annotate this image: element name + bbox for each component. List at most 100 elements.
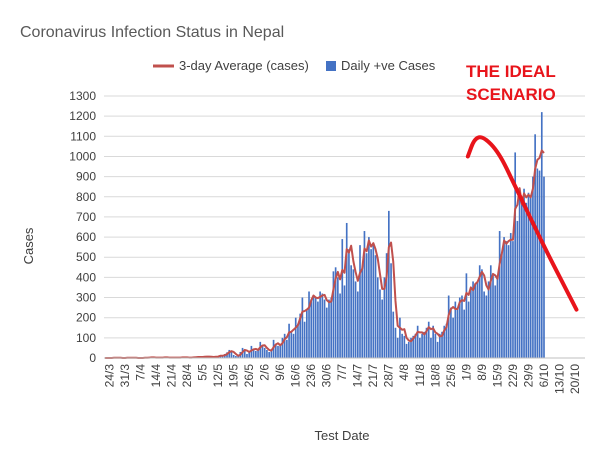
x-tick-label: 23/6	[304, 364, 318, 388]
x-tick-label: 5/5	[196, 364, 210, 381]
daily-case-bar	[507, 245, 510, 358]
x-tick-label: 14/4	[149, 364, 163, 388]
daily-case-bar	[237, 356, 239, 358]
daily-case-bar	[255, 350, 257, 358]
annotation-line-2: SCENARIO	[466, 85, 556, 104]
daily-case-bar	[345, 222, 348, 358]
daily-case-bar	[532, 176, 534, 358]
daily-case-bar	[317, 301, 319, 358]
daily-case-bar	[401, 333, 403, 358]
daily-case-bar	[235, 355, 237, 358]
daily-case-bar	[259, 341, 262, 358]
y-tick-label: 1200	[69, 109, 96, 123]
daily-case-bar	[376, 277, 379, 358]
y-tick-label: 1300	[69, 89, 96, 103]
daily-case-bar	[465, 273, 468, 358]
daily-case-bar	[494, 285, 497, 358]
daily-case-bar	[443, 325, 446, 358]
daily-case-bar	[427, 321, 430, 358]
daily-case-bar	[332, 271, 335, 358]
daily-case-bar	[356, 291, 359, 358]
daily-case-bar	[370, 249, 372, 358]
daily-case-bar	[521, 200, 523, 358]
daily-case-bar	[412, 335, 415, 358]
daily-case-bar	[292, 333, 295, 358]
legend-label-average: 3-day Average (cases)	[179, 58, 309, 73]
daily-case-bar	[487, 281, 490, 358]
daily-case-bar	[363, 231, 366, 358]
x-tick-label: 14/7	[351, 364, 365, 388]
daily-case-bar	[527, 192, 530, 358]
daily-case-bar	[438, 333, 441, 358]
x-tick-label: 28/7	[382, 364, 396, 388]
daily-case-bar	[352, 269, 355, 358]
daily-case-bar	[496, 275, 499, 358]
daily-case-bar	[452, 317, 454, 358]
daily-case-bar	[252, 349, 255, 358]
daily-case-bar	[270, 349, 273, 358]
daily-case-bar	[354, 281, 357, 358]
daily-case-bar	[458, 297, 461, 358]
x-tick-label: 16/6	[289, 364, 303, 388]
daily-case-bar	[478, 265, 481, 358]
daily-case-bar	[472, 281, 474, 358]
daily-case-bar	[372, 243, 375, 358]
daily-case-bar	[379, 289, 381, 358]
daily-case-bar	[516, 220, 519, 358]
daily-case-bar	[474, 283, 477, 358]
legend-label-daily: Daily +ve Cases	[341, 58, 436, 73]
daily-case-bar	[339, 293, 341, 358]
daily-case-bar	[503, 237, 505, 358]
daily-case-bar	[286, 339, 288, 358]
daily-case-bar	[263, 347, 266, 358]
x-tick-label: 13/10	[552, 364, 566, 394]
daily-case-bar	[483, 291, 485, 358]
daily-case-bar	[492, 275, 494, 358]
daily-case-bar	[423, 331, 426, 358]
x-tick-label: 8/9	[475, 364, 489, 381]
x-tick-label: 30/6	[320, 364, 334, 388]
x-tick-label: 6/10	[537, 364, 551, 388]
daily-case-bar	[246, 353, 248, 358]
y-tick-label: 900	[76, 170, 96, 184]
daily-case-bar	[228, 349, 231, 358]
daily-case-bar	[410, 337, 412, 358]
daily-case-bar	[221, 356, 224, 358]
x-tick-label: 11/8	[413, 364, 427, 387]
daily-case-bar	[489, 265, 492, 358]
y-tick-label: 1000	[69, 149, 96, 163]
daily-case-bar	[250, 345, 253, 358]
legend: 3-day Average (cases) Daily +ve Cases	[153, 58, 436, 73]
daily-case-bar	[248, 351, 251, 358]
daily-case-bar	[257, 348, 259, 358]
x-tick-labels: 24/3 31/3 7/4 14/4 21/4 28/4 5/5 12/5 19/5 26/5 2/…	[102, 364, 581, 394]
daily-case-bar	[467, 301, 470, 358]
x-tick-label: 28/4	[180, 364, 194, 388]
daily-case-bar	[445, 323, 448, 358]
x-tick-label: 24/3	[102, 364, 116, 388]
gridlines	[104, 95, 585, 339]
y-tick-label: 200	[76, 311, 96, 325]
x-tick-label: 22/9	[506, 364, 520, 388]
y-tick-label: 400	[76, 270, 96, 284]
daily-case-bar	[261, 345, 264, 358]
daily-case-bar	[463, 309, 466, 358]
y-axis-label: Cases	[21, 227, 36, 264]
x-tick-label: 20/10	[568, 364, 582, 394]
y-tick-label: 1100	[70, 129, 96, 143]
x-tick-label: 19/5	[227, 364, 241, 388]
daily-case-bar	[268, 351, 270, 358]
y-tick-label: 0	[89, 351, 96, 365]
daily-case-bar	[512, 241, 514, 358]
daily-case-bar	[290, 331, 293, 358]
daily-case-bar	[441, 331, 443, 358]
daily-case-bar	[403, 335, 406, 358]
daily-case-bar	[243, 349, 246, 358]
daily-case-bar	[232, 354, 235, 358]
daily-case-bar	[328, 299, 330, 358]
daily-case-bar	[436, 341, 439, 358]
daily-case-bar	[283, 333, 286, 358]
x-tick-label: 25/8	[444, 364, 458, 388]
daily-case-bar	[509, 233, 512, 358]
daily-cases-bars	[108, 112, 545, 359]
